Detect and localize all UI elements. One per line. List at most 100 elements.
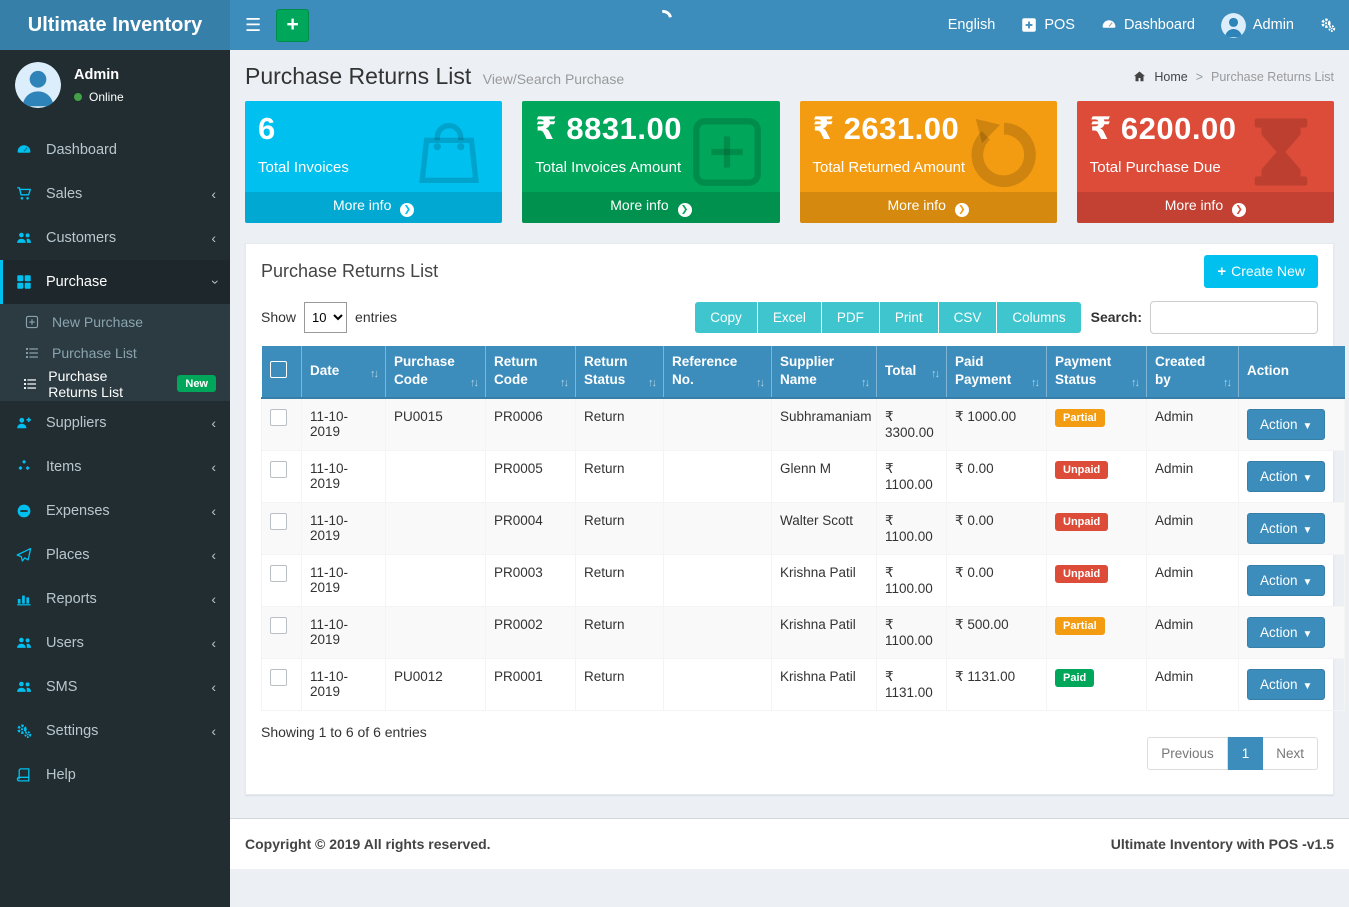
sidebar-item-suppliers[interactable]: Suppliers ‹ bbox=[0, 401, 230, 445]
select-all-checkbox[interactable] bbox=[269, 361, 287, 378]
tachometer-icon bbox=[1101, 17, 1117, 33]
export-excel-button[interactable]: Excel bbox=[757, 301, 822, 333]
cell-return-code: PR0006 bbox=[485, 397, 576, 451]
sidebar-item-dashboard[interactable]: Dashboard bbox=[0, 128, 230, 172]
sidebar-subitem-new-purchase[interactable]: New Purchase bbox=[0, 306, 230, 337]
create-new-button[interactable]: + Create New bbox=[1204, 254, 1318, 288]
export-copy-button[interactable]: Copy bbox=[695, 301, 758, 333]
more-info-link[interactable]: More info ❯ bbox=[1076, 192, 1334, 223]
cell-checkbox bbox=[261, 397, 302, 451]
sidebar-item-customers[interactable]: Customers ‹ bbox=[0, 216, 230, 260]
column-header-supplier[interactable]: Supplier Name ↑↓ bbox=[771, 345, 877, 399]
more-info-link[interactable]: More info ❯ bbox=[799, 192, 1057, 223]
row-checkbox[interactable] bbox=[270, 460, 287, 478]
cell-action: Action ▼ bbox=[1238, 449, 1345, 503]
sort-icon[interactable]: ↑↓ bbox=[470, 377, 479, 390]
sidebar-subitem-purchase-returns-list[interactable]: Purchase Returns List New bbox=[0, 368, 230, 400]
grid-icon bbox=[14, 274, 34, 290]
action-dropdown-button[interactable]: Action ▼ bbox=[1247, 564, 1326, 596]
nav-pos[interactable]: POS bbox=[1008, 0, 1088, 50]
action-dropdown-button[interactable]: Action ▼ bbox=[1247, 408, 1326, 440]
column-header-date[interactable]: Date ↑↓ bbox=[301, 345, 386, 399]
sidebar-item-label: SMS bbox=[46, 679, 78, 695]
cell-return-status: Return bbox=[575, 397, 664, 451]
column-header-total[interactable]: Total ↑↓ bbox=[876, 345, 947, 399]
row-checkbox[interactable] bbox=[270, 668, 287, 686]
more-info-link[interactable]: More info ❯ bbox=[245, 192, 503, 223]
sort-icon[interactable]: ↑↓ bbox=[560, 377, 569, 390]
cell-return-status: Return bbox=[575, 657, 664, 711]
sidebar-subitem-purchase-list[interactable]: Purchase List bbox=[0, 337, 230, 368]
cell-reference-no bbox=[663, 605, 772, 659]
more-info-link[interactable]: More info ❯ bbox=[522, 192, 780, 223]
sidebar-item-sales[interactable]: Sales ‹ bbox=[0, 172, 230, 216]
sidebar-item-reports[interactable]: Reports ‹ bbox=[0, 577, 230, 621]
cell-action: Action ▼ bbox=[1238, 605, 1345, 659]
nav-settings[interactable] bbox=[1307, 0, 1349, 50]
breadcrumb-home[interactable]: Home bbox=[1154, 69, 1188, 84]
column-header-created_by[interactable]: Created by ↑↓ bbox=[1146, 345, 1239, 399]
column-header-return_status[interactable]: Return Status ↑↓ bbox=[575, 345, 664, 399]
column-header-return_code[interactable]: Return Code ↑↓ bbox=[485, 345, 576, 399]
cell-created-by: Admin bbox=[1146, 449, 1239, 503]
row-checkbox[interactable] bbox=[270, 512, 287, 530]
export-buttons: Copy Excel PDF Print CSV Columns bbox=[695, 301, 1081, 333]
cell-return-code: PR0001 bbox=[485, 657, 576, 711]
pagination-page-1[interactable]: 1 bbox=[1227, 736, 1264, 770]
payment-status-badge: Partial bbox=[1055, 616, 1105, 635]
sort-icon[interactable]: ↑↓ bbox=[370, 368, 379, 381]
quick-add-button[interactable]: + bbox=[276, 8, 310, 42]
user-plus-icon bbox=[14, 415, 34, 431]
export-columns-button[interactable]: Columns bbox=[997, 301, 1081, 333]
row-checkbox[interactable] bbox=[270, 616, 287, 634]
action-dropdown-button[interactable]: Action ▼ bbox=[1247, 460, 1326, 492]
cell-purchase-code bbox=[385, 553, 486, 607]
gears-icon bbox=[14, 723, 34, 739]
sidebar-item-purchase[interactable]: Purchase ‹ bbox=[0, 260, 230, 304]
nav-language[interactable]: English bbox=[947, 17, 996, 33]
sidebar-item-sms[interactable]: SMS ‹ bbox=[0, 665, 230, 709]
sort-icon[interactable]: ↑↓ bbox=[861, 377, 870, 390]
action-dropdown-button[interactable]: Action ▼ bbox=[1247, 512, 1326, 544]
page-subtitle: View/Search Purchase bbox=[482, 71, 625, 87]
sort-icon[interactable]: ↑↓ bbox=[931, 368, 940, 381]
pagination-next[interactable]: Next bbox=[1263, 736, 1318, 770]
sort-icon[interactable]: ↑↓ bbox=[648, 377, 657, 390]
sort-icon[interactable]: ↑↓ bbox=[1031, 377, 1040, 390]
column-header-paid[interactable]: Paid Payment ↑↓ bbox=[946, 345, 1047, 399]
export-csv-button[interactable]: CSV bbox=[938, 301, 998, 333]
cell-checkbox bbox=[261, 657, 302, 711]
sidebar-item-places[interactable]: Places ‹ bbox=[0, 533, 230, 577]
cell-supplier-name: Krishna Patil bbox=[771, 605, 877, 659]
brand-logo[interactable]: Ultimate Inventory bbox=[0, 0, 230, 50]
cell-paid-payment: ₹ 1131.00 bbox=[946, 657, 1047, 711]
column-header-reference_no[interactable]: Reference No. ↑↓ bbox=[663, 345, 772, 399]
sidebar-item-help[interactable]: Help bbox=[0, 753, 230, 797]
page-length-select[interactable]: 10 bbox=[304, 301, 348, 333]
column-header-status[interactable]: Payment Status ↑↓ bbox=[1046, 345, 1147, 399]
row-checkbox[interactable] bbox=[270, 564, 287, 582]
sort-icon[interactable]: ↑↓ bbox=[1131, 377, 1140, 390]
hamburger-icon[interactable]: ☰ bbox=[245, 14, 262, 35]
nav-user-menu[interactable]: Admin bbox=[1208, 0, 1307, 50]
sort-icon[interactable]: ↑↓ bbox=[756, 377, 765, 390]
cell-created-by: Admin bbox=[1146, 657, 1239, 711]
search-input[interactable] bbox=[1150, 300, 1318, 334]
sidebar-item-items[interactable]: Items ‹ bbox=[0, 445, 230, 489]
sidebar-subitem-label: Purchase List bbox=[52, 344, 137, 361]
action-dropdown-button[interactable]: Action ▼ bbox=[1247, 616, 1326, 648]
export-print-button[interactable]: Print bbox=[879, 301, 939, 333]
sidebar-item-label: Sales bbox=[46, 186, 83, 202]
row-checkbox[interactable] bbox=[270, 408, 287, 426]
action-dropdown-button[interactable]: Action ▼ bbox=[1247, 668, 1326, 700]
sort-icon[interactable]: ↑↓ bbox=[1223, 377, 1232, 390]
sidebar-item-settings[interactable]: Settings ‹ bbox=[0, 709, 230, 753]
export-pdf-button[interactable]: PDF bbox=[821, 301, 880, 333]
cell-total: ₹ 1100.00 bbox=[876, 449, 947, 503]
show-label: Show bbox=[261, 309, 297, 325]
sidebar-item-users[interactable]: Users ‹ bbox=[0, 621, 230, 665]
pagination-previous[interactable]: Previous bbox=[1147, 736, 1228, 770]
nav-dashboard[interactable]: Dashboard bbox=[1088, 0, 1208, 50]
column-header-purchase_code[interactable]: Purchase Code ↑↓ bbox=[385, 345, 486, 399]
sidebar-item-expenses[interactable]: Expenses ‹ bbox=[0, 489, 230, 533]
